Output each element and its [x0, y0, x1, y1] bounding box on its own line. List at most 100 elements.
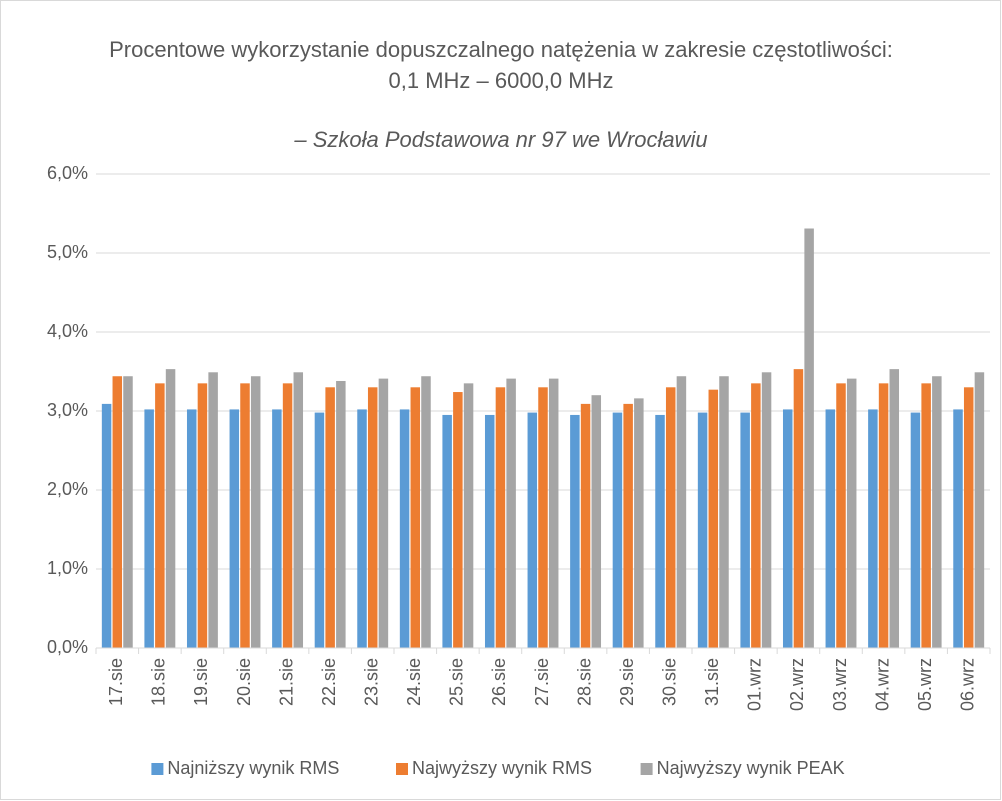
- bar: [527, 412, 538, 648]
- bar: [421, 376, 431, 648]
- y-tick-label: 4,0%: [47, 321, 88, 341]
- legend-swatch: [640, 763, 653, 775]
- bar: [336, 380, 346, 648]
- x-tick-label: 06.wrz: [957, 658, 977, 711]
- bar: [846, 378, 857, 648]
- bar: [868, 409, 878, 648]
- bar: [442, 414, 452, 648]
- x-tick-label: 18.sie: [149, 658, 169, 706]
- bar: [250, 376, 261, 648]
- bar: [591, 395, 602, 648]
- x-tick-label: 19.sie: [191, 658, 211, 706]
- bar: [804, 228, 814, 648]
- x-tick-label: 30.sie: [659, 658, 679, 706]
- bar: [910, 412, 921, 648]
- bar: [208, 372, 218, 648]
- x-tick-label: 31.sie: [702, 658, 722, 706]
- y-tick-label: 2,0%: [47, 479, 88, 499]
- bar: [761, 372, 772, 648]
- x-tick-label: 23.sie: [361, 658, 381, 706]
- bar: [793, 369, 804, 648]
- x-tick-label: 21.sie: [276, 658, 296, 706]
- bar: [399, 409, 410, 648]
- x-tick-label: 26.sie: [489, 658, 509, 706]
- x-tick-label: 20.sie: [234, 658, 254, 706]
- legend-swatch: [151, 763, 164, 775]
- bar: [548, 378, 559, 648]
- bar: [719, 376, 729, 648]
- bar: [155, 383, 165, 648]
- bar: [112, 376, 123, 648]
- bar: [634, 398, 644, 648]
- x-tick-label: 02.wrz: [787, 658, 807, 711]
- legend-swatch: [396, 763, 408, 775]
- x-tick-label: 27.sie: [532, 658, 552, 706]
- bar: [570, 414, 580, 648]
- legend-label: Najwyższy wynik PEAK: [657, 758, 845, 778]
- bar: [655, 414, 665, 648]
- bar: [740, 412, 750, 648]
- x-tick-label: 28.sie: [574, 658, 594, 706]
- bar: [836, 383, 846, 648]
- y-tick-label: 5,0%: [47, 242, 88, 262]
- x-tick-label: 17.sie: [106, 658, 126, 706]
- bar: [325, 387, 335, 648]
- bar: [229, 409, 240, 648]
- bar: [484, 414, 495, 648]
- x-tick-label: 29.sie: [617, 658, 637, 706]
- x-tick-label: 24.sie: [404, 658, 424, 706]
- legend: Najniższy wynik RMS Najwyższy wynik RMS Na…: [151, 758, 845, 778]
- bar: [825, 409, 836, 648]
- bar: [782, 409, 793, 648]
- bar: [314, 412, 325, 648]
- bar: [697, 412, 708, 648]
- x-tick-label: 05.wrz: [915, 658, 935, 711]
- bar: [953, 409, 963, 648]
- bar: [357, 409, 367, 648]
- bar: [580, 403, 591, 648]
- bar: [197, 383, 208, 648]
- bar: [453, 392, 463, 648]
- bar: [101, 403, 112, 648]
- bar: [165, 369, 176, 648]
- bar: [495, 387, 506, 648]
- bar: [708, 389, 719, 648]
- bar: [623, 403, 633, 648]
- bar: [538, 387, 548, 648]
- bar: [963, 387, 974, 648]
- bar: [676, 376, 687, 648]
- legend-label: Najniższy wynik RMS: [167, 758, 339, 778]
- chart-title: Procentowe wykorzystanie dopuszczalnego …: [109, 37, 893, 93]
- bar: [751, 383, 761, 648]
- bar: [665, 387, 676, 648]
- bar: [123, 376, 133, 648]
- bar: [921, 383, 931, 648]
- x-tick-label: 03.wrz: [830, 658, 850, 711]
- y-tick-label: 6,0%: [47, 163, 88, 183]
- x-tick-label: 01.wrz: [745, 658, 765, 711]
- x-tick-label: 04.wrz: [872, 658, 892, 711]
- y-tick-label: 3,0%: [47, 400, 88, 420]
- legend-label: Najwyższy wynik RMS: [412, 758, 592, 778]
- bar: [367, 387, 378, 648]
- bar: [889, 369, 900, 648]
- bar: [272, 409, 282, 648]
- bar: [240, 383, 250, 648]
- chart-subtitle: – Szkoła Podstawowa nr 97 we Wrocławiu: [294, 127, 708, 152]
- x-tick-label: 25.sie: [447, 658, 467, 706]
- bar: [410, 387, 421, 648]
- bar: [974, 372, 985, 648]
- bar: [878, 383, 889, 648]
- bar: [612, 412, 623, 648]
- bar: [293, 372, 304, 648]
- bar: [186, 409, 197, 648]
- bar: [282, 383, 293, 648]
- y-tick-label: 1,0%: [47, 558, 88, 578]
- y-tick-label: 0,0%: [47, 637, 88, 657]
- bar: [144, 409, 154, 648]
- bar: [378, 378, 389, 648]
- bar: [932, 376, 942, 648]
- bar: [463, 383, 474, 648]
